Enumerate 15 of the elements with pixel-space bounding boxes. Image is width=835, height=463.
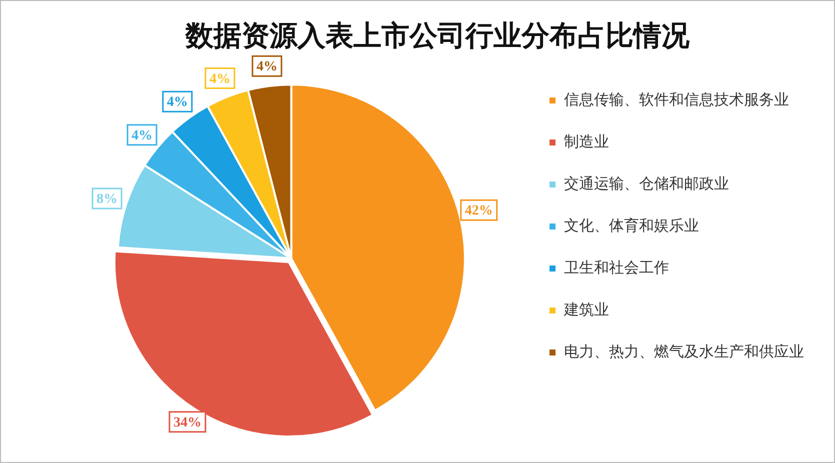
data-label: 4% [256,60,278,75]
legend-label: 制造业 [564,132,609,150]
legend-label: 信息传输、软件和信息技术服务业 [564,90,789,108]
data-label: 42% [464,204,493,219]
legend-label: 文化、体育和娱乐业 [564,216,699,234]
legend-label: 交通运输、仓储和邮政业 [564,174,729,192]
data-label: 4% [166,95,188,110]
data-label: 4% [209,72,230,87]
legend-label: 卫生和社会工作 [564,258,669,276]
chart-title: 数据资源入表上市公司行业分布占比情况 [184,20,690,52]
legend-label: 电力、热力、燃气及水生产和供应业 [564,342,804,360]
data-label: 8% [96,192,118,208]
legend-label: 建筑业 [563,300,609,318]
data-label: 4% [132,128,152,144]
data-label: 34% [173,415,202,430]
